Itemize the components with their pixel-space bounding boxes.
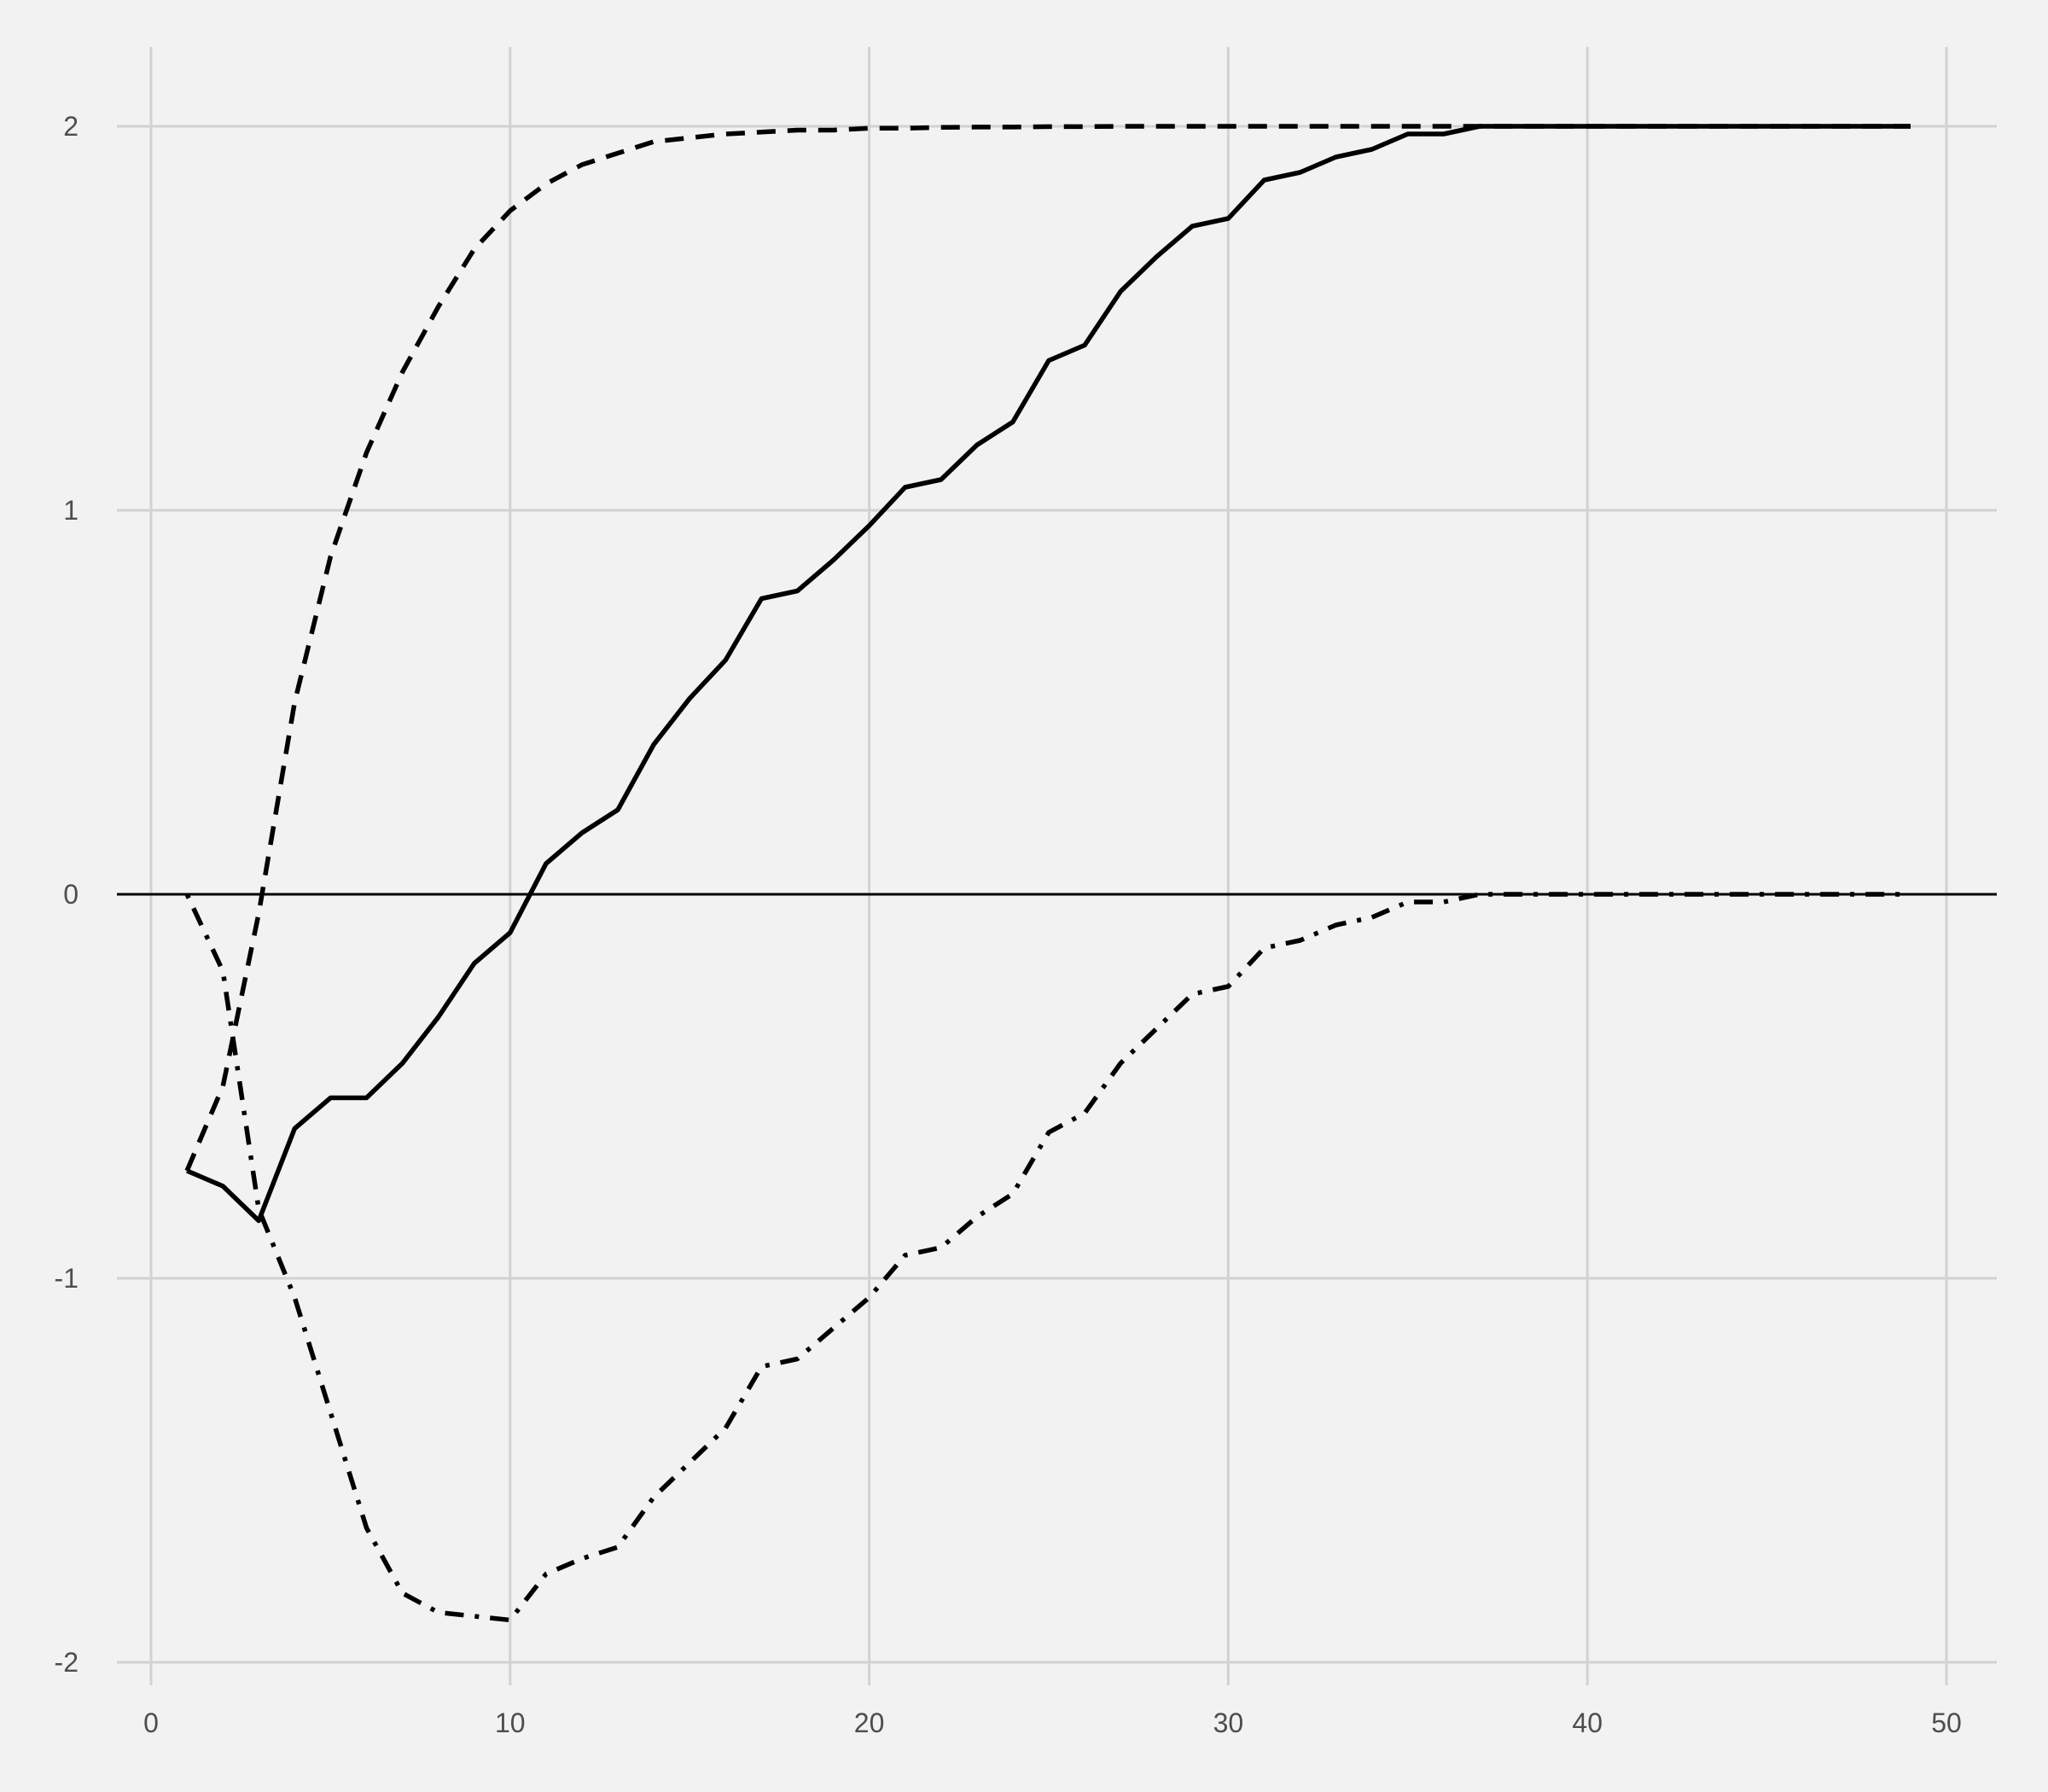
y-tick-label: -1	[55, 1263, 79, 1294]
x-tick-label: 10	[495, 1708, 526, 1738]
series-lines	[184, 124, 1911, 1623]
x-tick-label: 50	[1931, 1708, 1962, 1738]
x-tick-label: 40	[1572, 1708, 1603, 1738]
x-tick-label: 30	[1213, 1708, 1244, 1738]
series-line-dashed	[184, 124, 1911, 1172]
series-line-dot-dash	[184, 892, 1911, 1623]
x-tick-label: 20	[854, 1708, 885, 1738]
y-tick-label: 1	[63, 495, 79, 526]
y-tick-label: 2	[63, 111, 79, 142]
x-tick-label: 0	[143, 1708, 159, 1738]
x-axis-tick-labels: 0 10 20 30 40 50	[143, 1708, 1962, 1738]
y-axis-tick-labels: -2 -1 0 1 2	[55, 111, 79, 1678]
y-tick-label: -2	[55, 1647, 79, 1678]
y-tick-label: 0	[63, 879, 79, 910]
